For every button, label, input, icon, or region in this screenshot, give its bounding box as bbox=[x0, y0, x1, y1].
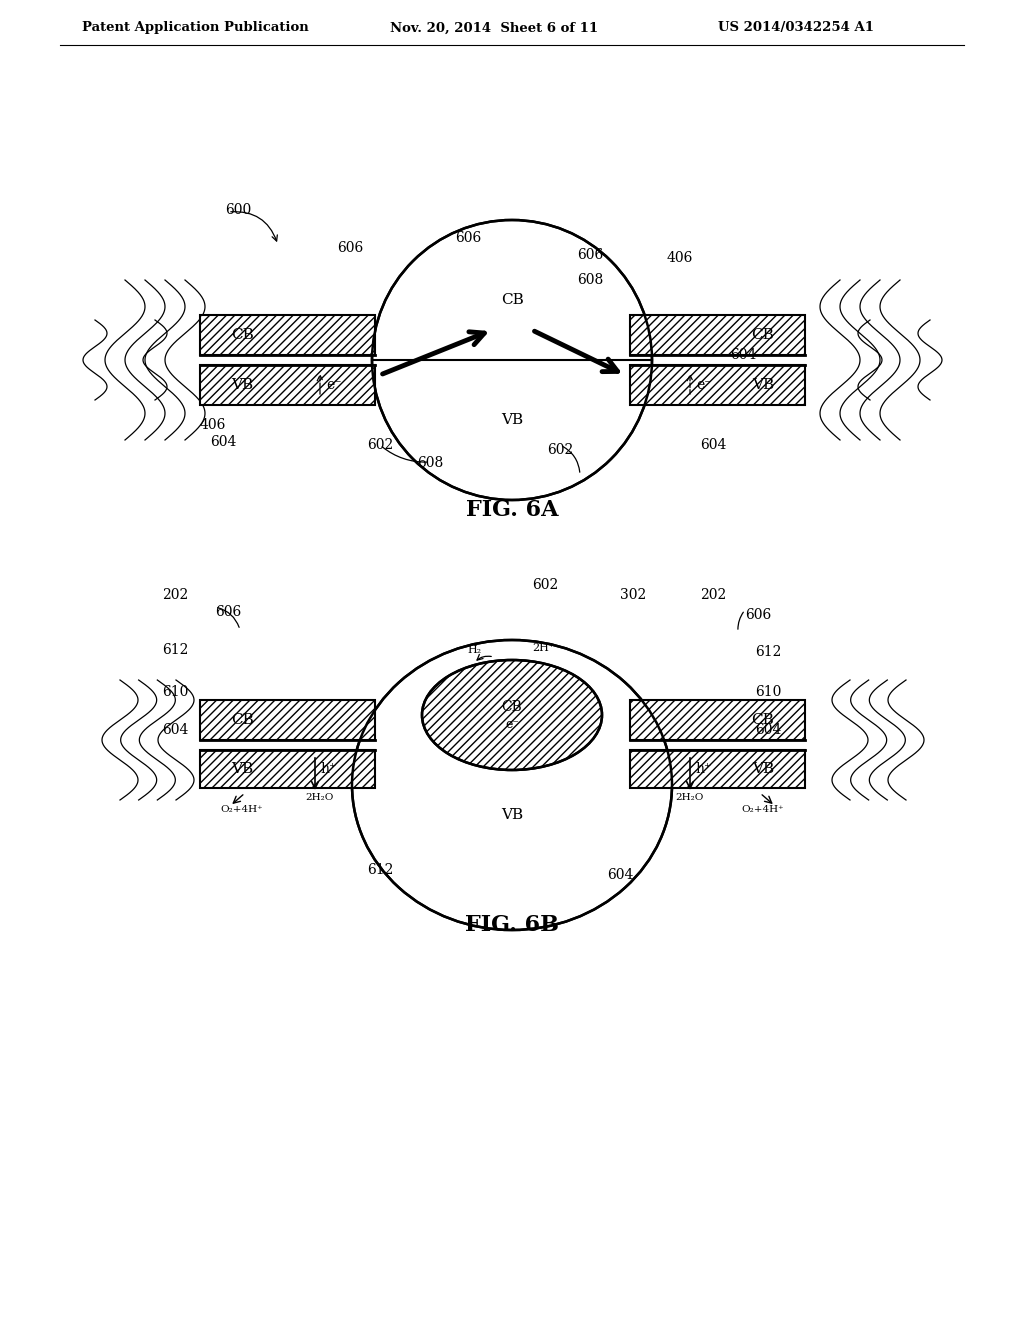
Text: CB: CB bbox=[230, 327, 253, 342]
Text: 302: 302 bbox=[620, 587, 646, 602]
Bar bbox=[630, 700, 805, 741]
Text: e⁻: e⁻ bbox=[505, 718, 519, 731]
Text: 2H⁺: 2H⁺ bbox=[532, 643, 555, 653]
Text: 602: 602 bbox=[367, 438, 393, 451]
Text: O₂+4H⁺: O₂+4H⁺ bbox=[221, 805, 263, 814]
Text: 602: 602 bbox=[547, 444, 573, 457]
Text: 608: 608 bbox=[577, 273, 603, 286]
Text: h⁺: h⁺ bbox=[321, 762, 337, 776]
Text: 604: 604 bbox=[755, 723, 781, 737]
Text: 612: 612 bbox=[162, 643, 188, 657]
Bar bbox=[200, 366, 375, 405]
Text: VB: VB bbox=[231, 378, 253, 392]
Text: 608: 608 bbox=[417, 455, 443, 470]
Text: CB: CB bbox=[230, 713, 253, 727]
Text: 606: 606 bbox=[455, 231, 481, 246]
Text: 604: 604 bbox=[162, 723, 188, 737]
Bar bbox=[200, 700, 375, 741]
Text: H₂: H₂ bbox=[467, 645, 481, 655]
Text: 202: 202 bbox=[700, 587, 726, 602]
Text: CB: CB bbox=[502, 700, 522, 714]
Text: 612: 612 bbox=[755, 645, 781, 659]
Text: 202: 202 bbox=[162, 587, 188, 602]
Text: 604: 604 bbox=[700, 438, 726, 451]
Text: FIG. 6B: FIG. 6B bbox=[465, 913, 559, 936]
Text: VB: VB bbox=[752, 378, 774, 392]
Text: CB: CB bbox=[752, 327, 774, 342]
Text: 406: 406 bbox=[667, 251, 693, 265]
Text: 606: 606 bbox=[215, 605, 242, 619]
Text: VB: VB bbox=[752, 762, 774, 776]
Text: 2H₂O: 2H₂O bbox=[676, 793, 705, 803]
Text: VB: VB bbox=[501, 808, 523, 822]
Text: 604: 604 bbox=[607, 869, 633, 882]
Bar bbox=[630, 366, 805, 405]
Text: Nov. 20, 2014  Sheet 6 of 11: Nov. 20, 2014 Sheet 6 of 11 bbox=[390, 21, 598, 34]
Text: 610: 610 bbox=[755, 685, 781, 700]
Text: 606: 606 bbox=[745, 609, 771, 622]
Text: 606: 606 bbox=[577, 248, 603, 261]
Text: 602: 602 bbox=[531, 578, 558, 591]
Text: e⁻: e⁻ bbox=[327, 378, 342, 392]
Bar bbox=[200, 750, 375, 788]
Text: 606: 606 bbox=[337, 242, 364, 255]
Ellipse shape bbox=[372, 220, 652, 500]
Ellipse shape bbox=[352, 640, 672, 931]
Text: 610: 610 bbox=[162, 685, 188, 700]
Text: O₂+4H⁺: O₂+4H⁺ bbox=[741, 805, 784, 814]
Text: Patent Application Publication: Patent Application Publication bbox=[82, 21, 309, 34]
Text: 2H₂O: 2H₂O bbox=[306, 793, 334, 803]
Bar bbox=[200, 315, 375, 355]
Text: e⁻: e⁻ bbox=[696, 378, 712, 392]
Text: 612: 612 bbox=[367, 863, 393, 876]
Text: 406: 406 bbox=[200, 418, 226, 432]
Text: 600: 600 bbox=[225, 203, 251, 216]
Text: CB: CB bbox=[501, 293, 523, 308]
Text: 604: 604 bbox=[210, 436, 237, 449]
Text: VB: VB bbox=[501, 413, 523, 426]
Bar bbox=[630, 750, 805, 788]
Ellipse shape bbox=[422, 660, 602, 770]
Text: VB: VB bbox=[231, 762, 253, 776]
Text: h⁺: h⁺ bbox=[696, 762, 712, 776]
Text: CB: CB bbox=[752, 713, 774, 727]
Text: US 2014/0342254 A1: US 2014/0342254 A1 bbox=[718, 21, 874, 34]
Text: FIG. 6A: FIG. 6A bbox=[466, 499, 558, 521]
Text: 604: 604 bbox=[730, 348, 757, 362]
Bar bbox=[630, 315, 805, 355]
